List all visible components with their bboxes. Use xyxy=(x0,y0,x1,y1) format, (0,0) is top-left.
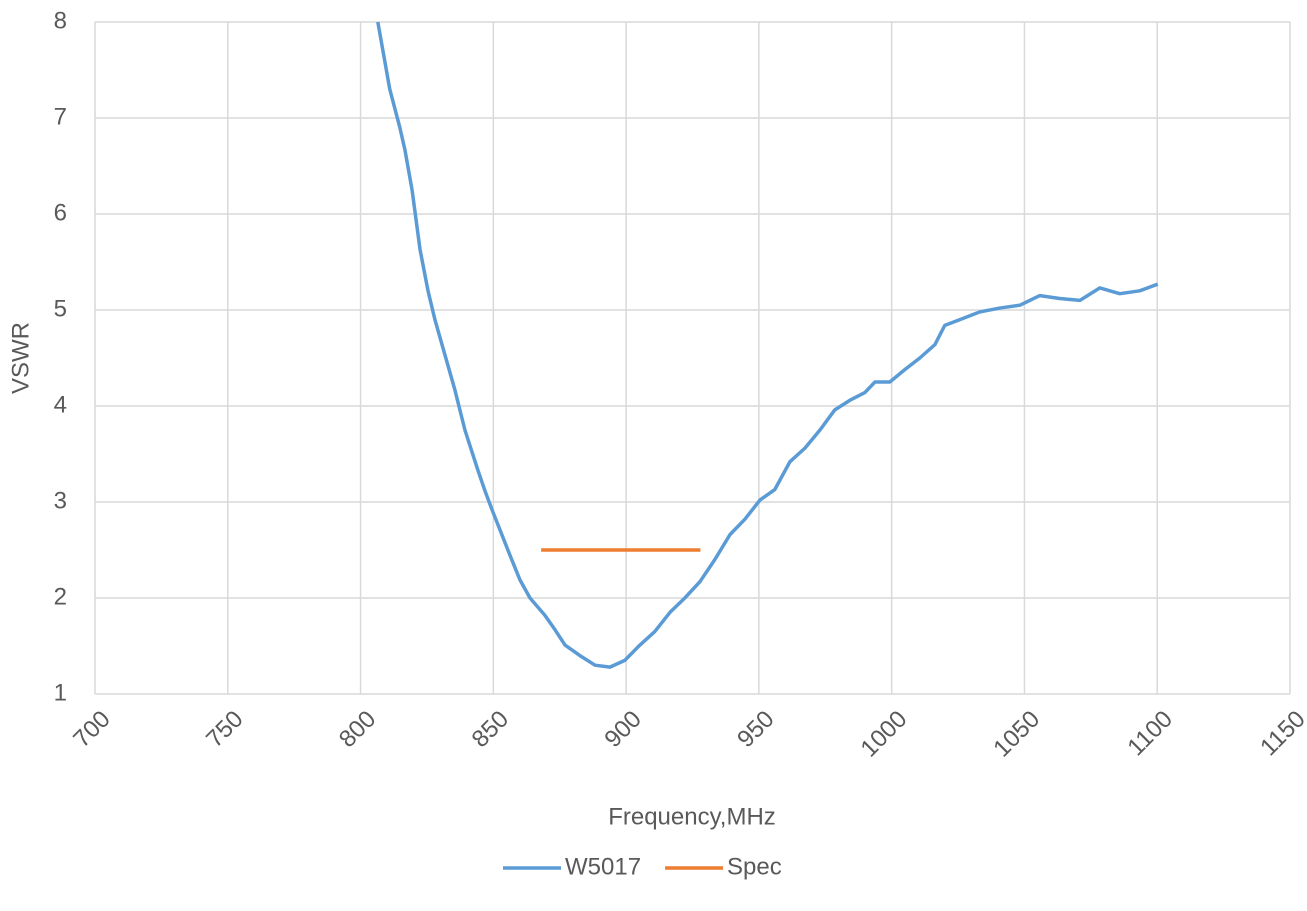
series-line xyxy=(376,21,1159,669)
x-tick-label: 1100 xyxy=(1122,706,1178,762)
x-tick-label: 850 xyxy=(467,706,514,753)
y-tick-label: 7 xyxy=(54,103,67,130)
x-tick-label: 900 xyxy=(599,706,646,753)
y-tick-label: 1 xyxy=(54,679,67,706)
x-tick-label: 950 xyxy=(732,706,779,753)
y-tick-label: 4 xyxy=(54,391,67,418)
legend-label: Spec xyxy=(727,853,782,880)
y-tick-label: 8 xyxy=(54,7,67,34)
y-tick-label: 6 xyxy=(54,199,67,226)
y-tick-label: 5 xyxy=(54,295,67,322)
x-tick-label: 700 xyxy=(68,706,115,753)
legend-label: W5017 xyxy=(565,853,641,880)
x-axis-title: Frequency,MHz xyxy=(608,803,776,830)
plot-area xyxy=(376,21,1159,669)
y-tick-label: 2 xyxy=(54,583,67,610)
x-tick-label: 750 xyxy=(201,706,248,753)
x-tick-label: 1000 xyxy=(856,706,913,763)
y-axis-title: VSWR xyxy=(7,322,34,394)
x-tick-label: 1050 xyxy=(988,706,1045,763)
y-tick-label: 3 xyxy=(54,487,67,514)
x-tick-label: 800 xyxy=(334,706,381,753)
x-tick-label: 1150 xyxy=(1255,706,1307,762)
